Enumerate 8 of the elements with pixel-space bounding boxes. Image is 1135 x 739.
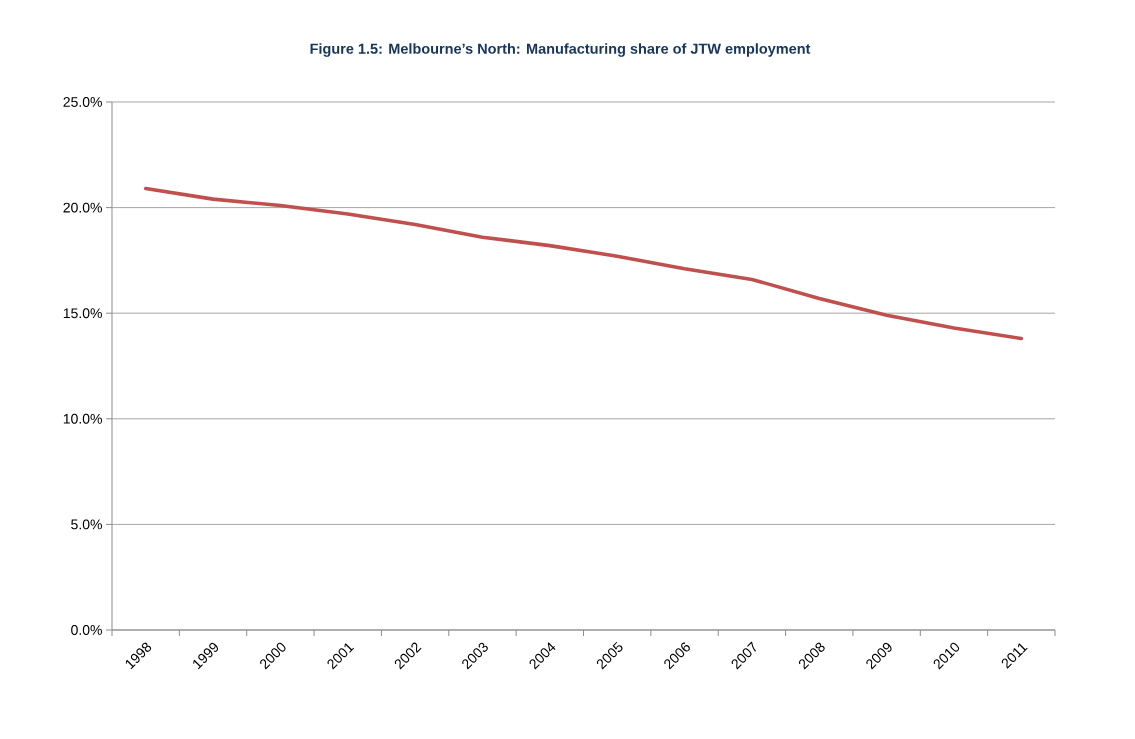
y-tick-label: 25.0% xyxy=(63,97,102,107)
y-tick-label: 20.0% xyxy=(63,202,102,213)
y-tick-label: 5.0% xyxy=(71,519,102,530)
chart-title: Figure 1.5: Melbourne’s North: Manufacturing share of JTW employment xyxy=(310,43,811,57)
y-tick-label: 0.0% xyxy=(71,625,102,635)
y-tick-label: 15.0% xyxy=(63,308,102,319)
y-tick-label: 10.0% xyxy=(63,413,102,424)
line-series xyxy=(143,186,1024,341)
